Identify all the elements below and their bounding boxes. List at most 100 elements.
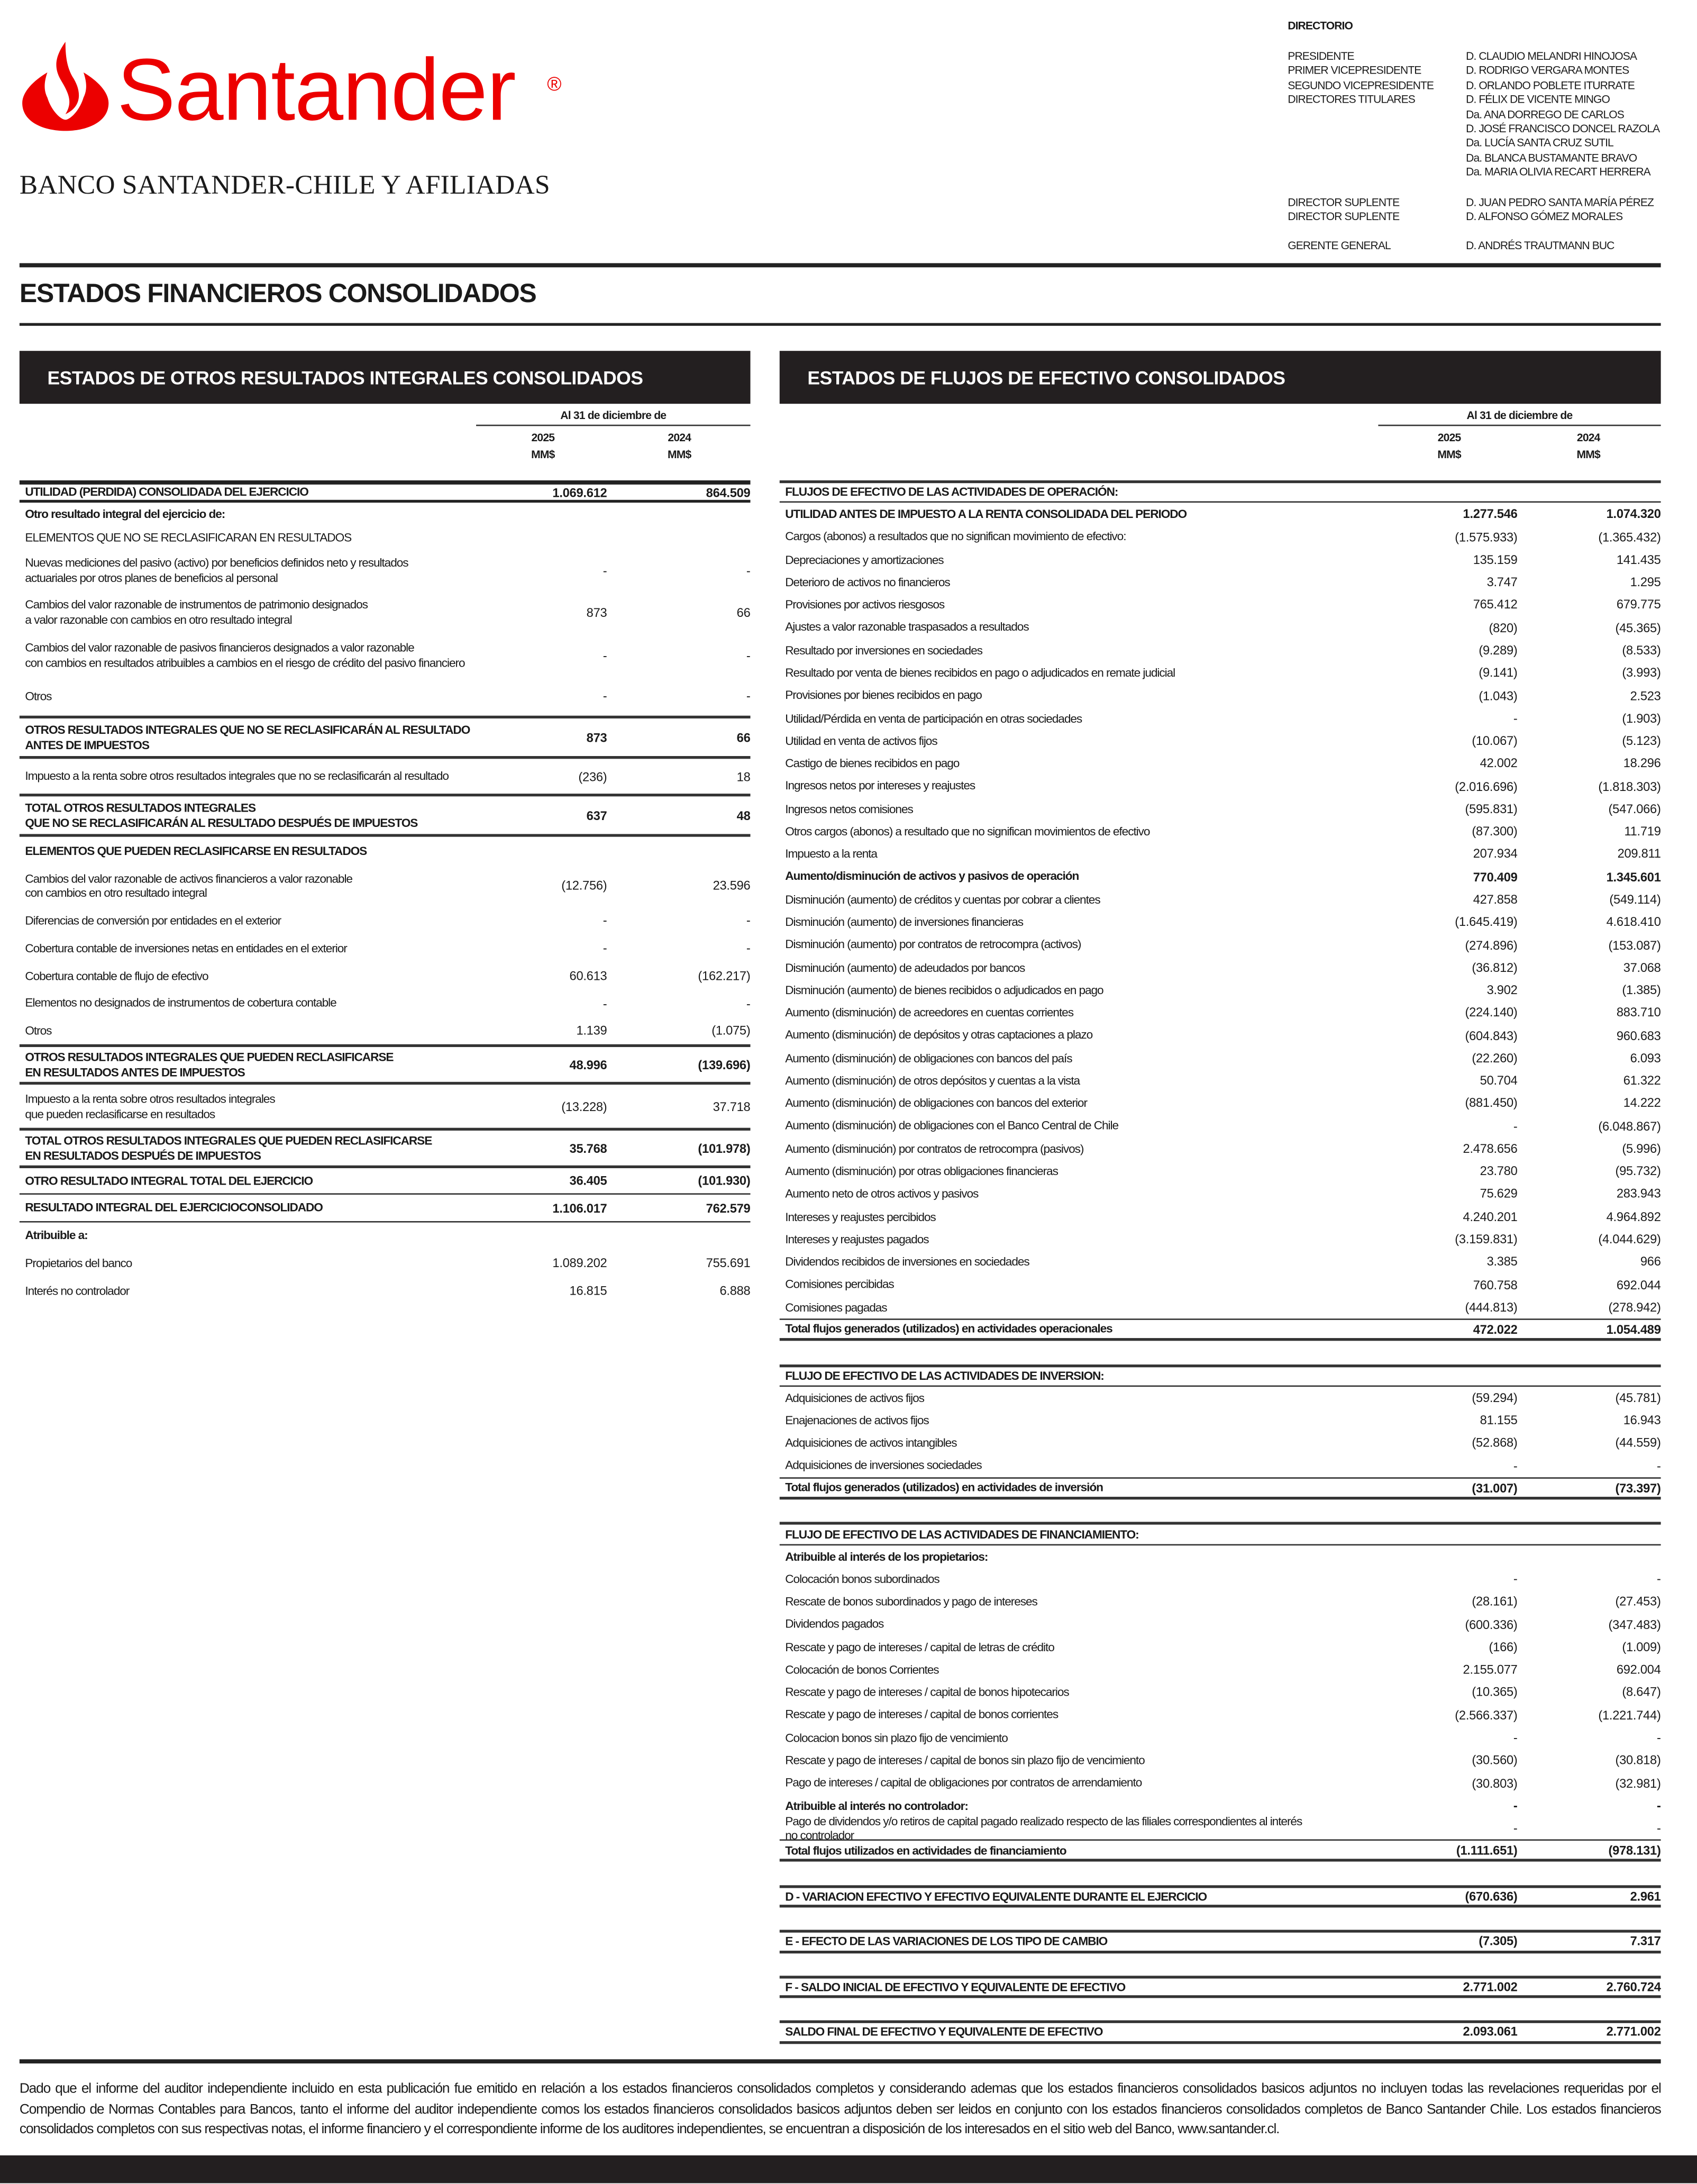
table-row: Atribuible al interés de los propietario… — [780, 1545, 1661, 1568]
row-label: FLUJO DE EFECTIVO DE LAS ACTIVIDADES DE … — [785, 1527, 1139, 1541]
value-2024: 7.317 — [1630, 1934, 1661, 1949]
director-role: GERENTE GENERAL — [1288, 239, 1391, 252]
value-2024: (45.781) — [1615, 1390, 1661, 1405]
bottom-band — [0, 2155, 1697, 2183]
value-2024: 960.683 — [1616, 1028, 1661, 1043]
unit-header: MM$ — [1576, 448, 1601, 461]
table-row: FLUJO DE EFECTIVO DE LAS ACTIVIDADES DE … — [779, 1522, 1661, 1545]
table-row: Depreciaciones y amortizaciones 135.159 14… — [780, 548, 1661, 571]
auditor-disclaimer: Dado que el informe del auditor independ… — [19, 2081, 1662, 2137]
director-name: Da. MARIA OLIVIA RECART HERRERA — [1466, 166, 1651, 179]
value-2025: 2.093.061 — [1463, 2025, 1518, 2040]
director-name: D. FÉLIX DE VICENTE MINGO — [1466, 93, 1610, 106]
value-2025: (13.228) — [561, 1099, 607, 1114]
value-2024: (139.696) — [698, 1057, 751, 1072]
value-2025: 1.069.612 — [552, 485, 607, 499]
value-2025: (1.575.933) — [1455, 530, 1518, 544]
value-2024: 755.691 — [706, 1255, 751, 1270]
table-row: FLUJOS DE EFECTIVO DE LAS ACTIVIDADES DE… — [779, 480, 1661, 503]
value-2025: - — [1513, 1731, 1518, 1745]
value-2025: (236) — [578, 769, 607, 784]
flujos-header: ESTADOS DE FLUJOS DE EFECTIVO CONSOLIDAD… — [779, 351, 1661, 404]
table-row: Aumento (disminución) de obligaciones co… — [780, 1115, 1661, 1138]
value-2025: (595.831) — [1465, 802, 1518, 816]
table-row: Cargos (abonos) a resultados que no sign… — [780, 526, 1661, 549]
value-2024: 2.771.002 — [1606, 2025, 1661, 2040]
value-2024: 66 — [736, 730, 751, 744]
value-2025: 4.240.201 — [1463, 1209, 1518, 1224]
value-2025: (2.566.337) — [1455, 1708, 1518, 1722]
table-row: SALDO FINAL DE EFECTIVO Y EQUIVALENTE DE… — [779, 2021, 1661, 2044]
director-role: PRIMER VICEPRESIDENTE — [1288, 65, 1421, 77]
value-2025: (604.843) — [1465, 1028, 1518, 1043]
table-row: Adquisiciones de activos intangibles (52.… — [780, 1432, 1661, 1454]
table-row: Aumento (disminución) de obligaciones co… — [780, 1046, 1661, 1069]
value-2024: 4.964.892 — [1606, 1209, 1661, 1224]
table-row: Aumento (disminución) por contratos de r… — [780, 1138, 1661, 1160]
unit-header: MM$ — [531, 448, 555, 461]
value-2024: (8.533) — [1622, 643, 1661, 658]
row-label: Dividendos recibidos de inversiones en s… — [785, 1254, 1029, 1269]
value-2024: (1.009) — [1622, 1640, 1661, 1654]
row-label: SALDO FINAL DE EFECTIVO Y EQUIVALENTE DE… — [785, 2025, 1103, 2039]
flame-logo-icon — [22, 41, 109, 131]
table-row: Aumento (disminución) de acreedores en c… — [780, 1002, 1661, 1024]
divider — [19, 263, 1661, 268]
value-2024: 23.596 — [713, 878, 751, 893]
table-row: Cobertura contable de flujo de efectivo 6… — [20, 962, 750, 990]
table-row: Ingresos netos por intereses y reajustes… — [780, 775, 1661, 798]
table-row: Total flujos utilizados en actividades d… — [779, 1839, 1661, 1862]
table-row: Atribuible al interés no controlador: - - — [780, 1794, 1661, 1817]
table-row: Intereses y reajustes percibidos 4.240.20… — [780, 1205, 1661, 1228]
row-label: Otro resultado integral del ejercicio de… — [25, 507, 225, 521]
value-2024: (347.483) — [1608, 1617, 1661, 1632]
value-2025: (820) — [1489, 621, 1518, 635]
table-row: D - VARIACION EFECTIVO Y EFECTIVO EQUIVA… — [779, 1885, 1661, 1908]
value-2025: 472.022 — [1473, 1322, 1518, 1336]
table-row: Impuesto a la renta sobre otros resultad… — [20, 1085, 750, 1128]
table-row: Resultado por venta de bienes recibidos … — [780, 661, 1661, 684]
value-2024: (278.942) — [1608, 1300, 1661, 1314]
value-2024: (547.066) — [1608, 802, 1661, 816]
row-label: Atribuible al interés de los propietario… — [785, 1549, 988, 1563]
value-2024: (45.365) — [1615, 621, 1661, 635]
row-label: Adquisiciones de activos fijos — [785, 1390, 925, 1405]
row-label: Cobertura contable de inversiones netas … — [25, 941, 347, 955]
row-label: Colocación de bonos Corrientes — [785, 1662, 939, 1677]
value-2024: (1.075) — [711, 1023, 751, 1038]
row-label: Castigo de bienes recibidos en pago — [785, 756, 960, 770]
value-2024: 883.710 — [1616, 1005, 1661, 1020]
value-2024: 864.509 — [706, 485, 751, 499]
row-label: Resultado por inversiones en sociedades — [785, 643, 983, 657]
divider — [19, 2059, 1661, 2064]
value-2025: (10.067) — [1472, 734, 1518, 748]
value-2025: 760.758 — [1473, 1277, 1518, 1292]
period-header: Al 31 de diciembre de — [1378, 410, 1661, 426]
value-2025: 50.704 — [1480, 1073, 1518, 1088]
value-2024: 1.345.601 — [1606, 870, 1661, 884]
value-2024: - — [1656, 1731, 1661, 1745]
year-2024-header: 2024 — [1576, 431, 1601, 444]
value-2025: 2.771.002 — [1463, 1980, 1518, 1994]
value-2025: (52.868) — [1472, 1436, 1518, 1450]
value-2025: (2.016.696) — [1455, 779, 1518, 794]
value-2025: (7.305) — [1479, 1934, 1518, 1949]
period-header: Al 31 de diciembre de — [476, 410, 751, 426]
row-label: OTROS RESULTADOS INTEGRALES QUE PUEDEN R… — [25, 1050, 394, 1079]
row-label: Pago de intereses / capital de obligacio… — [785, 1776, 1142, 1790]
value-2025: - — [1513, 1119, 1518, 1133]
table-row: Rescate de bonos subordinados y pago de … — [780, 1590, 1661, 1613]
value-2024: (153.087) — [1608, 938, 1661, 952]
row-label: Cambios del valor razonable de pasivos f… — [25, 640, 465, 669]
value-2025: (3.159.831) — [1455, 1232, 1518, 1246]
section-title: ESTADOS DE FLUJOS DE EFECTIVO CONSOLIDAD… — [807, 367, 1285, 388]
row-label: Ajustes a valor razonable traspasados a … — [785, 620, 1029, 634]
divider — [19, 323, 1661, 326]
value-2025: (12.756) — [561, 878, 607, 893]
value-2025: 3.747 — [1486, 575, 1518, 589]
table-row: Rescate y pago de intereses / capital de… — [780, 1636, 1661, 1659]
value-2024: - — [1656, 1821, 1661, 1835]
value-2024: (44.559) — [1615, 1436, 1661, 1450]
table-row: Aumento (disminución) de otros depósitos… — [780, 1069, 1661, 1092]
row-label: Rescate y pago de intereses / capital de… — [785, 1685, 1069, 1699]
